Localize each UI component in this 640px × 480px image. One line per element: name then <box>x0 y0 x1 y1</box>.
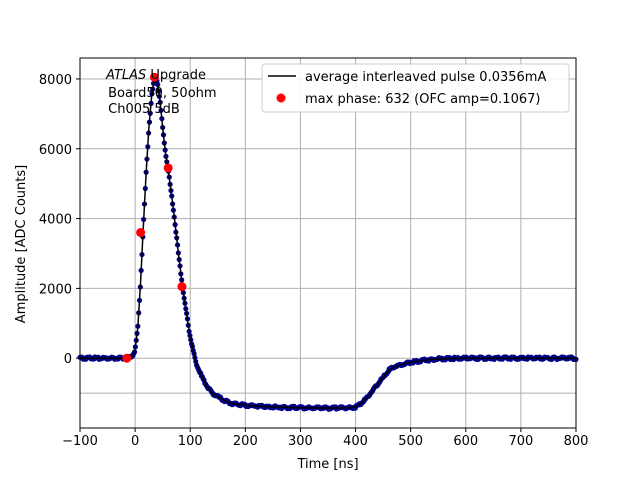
max-phase-marker <box>136 228 146 238</box>
y-tick-label: 6000 <box>39 143 72 158</box>
x-tick-label: 800 <box>564 434 589 449</box>
max-phase-markers <box>122 72 187 363</box>
legend-marker-swatch <box>276 93 286 103</box>
y-axis-ticks: 0 2000 4000 6000 8000 <box>39 73 80 367</box>
y-tick-label: 2000 <box>39 282 72 297</box>
x-tick-label: 200 <box>233 434 258 449</box>
legend-label-average-pulse: average interleaved pulse 0.0356mA <box>305 70 546 85</box>
max-phase-marker <box>149 72 159 82</box>
x-tick-label: 400 <box>343 434 368 449</box>
legend-box <box>261 63 570 113</box>
average-pulse-line <box>80 77 576 409</box>
y-axis-label: Amplitude [ADC Counts] <box>14 165 29 323</box>
x-tick-label: 700 <box>508 434 533 449</box>
y-tick-label: 0 <box>64 352 72 367</box>
annotation-line-1: ATLAS Upgrade <box>105 68 206 83</box>
x-axis-label: Time [ns] <box>296 457 358 472</box>
pulse-markers-series <box>77 75 579 412</box>
max-phase-marker <box>177 282 187 292</box>
y-tick-label: 8000 <box>39 73 72 88</box>
legend: average interleaved pulse 0.0356mA max p… <box>261 63 570 113</box>
atlas-annotation: ATLAS Upgrade Board50, 50ohm Ch005 5dB <box>104 68 217 117</box>
x-tick-label: 100 <box>178 434 203 449</box>
annotation-line-2: Board50, 50ohm <box>104 86 217 101</box>
plot-frame <box>79 57 577 429</box>
legend-label-max-phase: max phase: 632 (OFC amp=0.1067) <box>305 92 540 107</box>
max-phase-marker <box>122 353 132 363</box>
max-phase-marker <box>163 163 173 173</box>
x-tick-label: −100 <box>62 434 98 449</box>
y-tick-label: 4000 <box>39 213 72 228</box>
annotation-upgrade: Upgrade <box>146 68 206 83</box>
grid <box>79 58 577 428</box>
x-tick-label: 600 <box>453 434 478 449</box>
annotation-line-3: Ch005 5dB <box>104 102 180 117</box>
x-axis-ticks: −100 0 100 200 300 400 500 600 700 800 <box>62 428 588 449</box>
x-tick-label: 500 <box>398 434 423 449</box>
x-tick-label: 300 <box>288 434 313 449</box>
x-tick-label: 0 <box>131 434 139 449</box>
annotation-atlas: ATLAS <box>105 68 146 83</box>
